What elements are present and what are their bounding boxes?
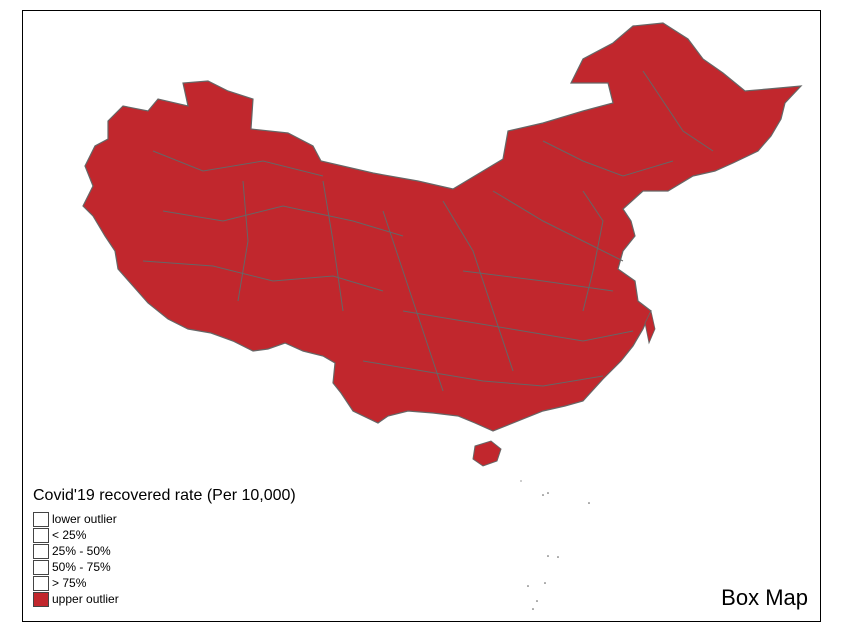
legend-swatch bbox=[33, 527, 49, 543]
legend-swatch bbox=[33, 591, 49, 607]
legend-item: upper outlier bbox=[33, 591, 296, 607]
legend-item: < 25% bbox=[33, 527, 296, 543]
small-islands bbox=[520, 480, 590, 610]
legend-swatch bbox=[33, 543, 49, 559]
hainan-island bbox=[472, 440, 502, 467]
legend-swatch bbox=[33, 511, 49, 527]
map-frame: Covid'19 recovered rate (Per 10,000) low… bbox=[22, 10, 821, 622]
legend-item: 50% - 75% bbox=[33, 559, 296, 575]
mainland-region bbox=[82, 22, 803, 432]
legend-label: lower outlier bbox=[52, 512, 117, 526]
legend-items: lower outlier < 25% 25% - 50% 50% - 75% > 75… bbox=[33, 511, 296, 607]
legend-label: > 75% bbox=[52, 576, 87, 590]
map-type-label: Box Map bbox=[721, 585, 808, 610]
internal-borders bbox=[142, 70, 714, 392]
taiwan-island bbox=[644, 309, 656, 345]
legend-item: lower outlier bbox=[33, 511, 296, 527]
legend-label: 50% - 75% bbox=[52, 560, 111, 574]
legend: Covid'19 recovered rate (Per 10,000) low… bbox=[33, 487, 296, 607]
legend-item: 25% - 50% bbox=[33, 543, 296, 559]
legend-title: Covid'19 recovered rate (Per 10,000) bbox=[33, 487, 296, 504]
legend-label: 25% - 50% bbox=[52, 544, 111, 558]
legend-swatch bbox=[33, 575, 49, 591]
china-choropleth-map bbox=[82, 22, 803, 610]
legend-item: > 75% bbox=[33, 575, 296, 591]
legend-label: < 25% bbox=[52, 528, 87, 542]
legend-label: upper outlier bbox=[52, 592, 119, 606]
legend-swatch bbox=[33, 559, 49, 575]
